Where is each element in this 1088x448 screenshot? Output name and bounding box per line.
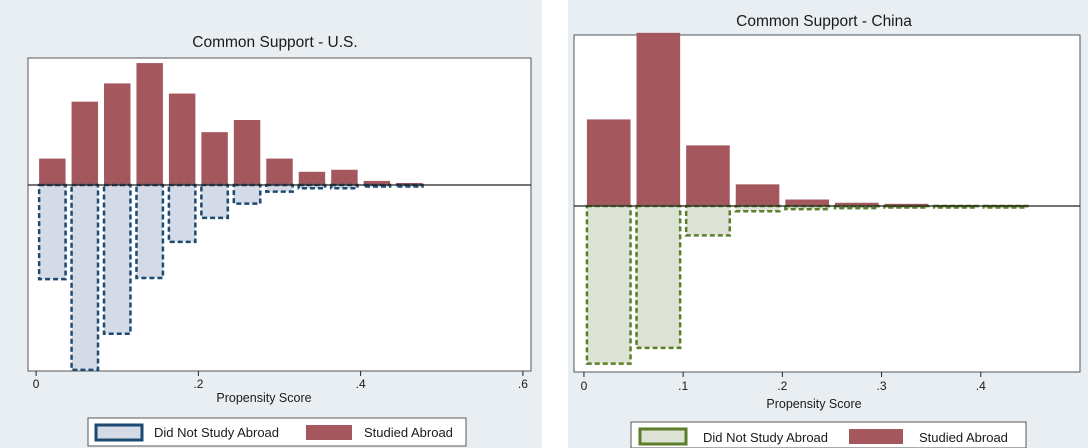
x-ticks-china: 0 .1 .2 .3 .4 (581, 372, 986, 393)
bar-did-not-study-abroad-china (684, 204, 731, 237)
china-chart-svg: Common Support - China 0 .1 .2 .3 .4 Propens… (573, 13, 1081, 448)
bars-china (574, 32, 1080, 365)
bar-did-not-study-abroad-us (265, 183, 294, 193)
legend-box-china (630, 421, 1027, 448)
bar-did-not-study-abroad-us (135, 183, 165, 280)
bar-studied-abroad-us (298, 171, 326, 185)
bar-studied-abroad-us (104, 83, 131, 185)
x-tick-label-china: .4 (976, 379, 986, 393)
bar-studied-abroad-us (396, 182, 423, 185)
x-tick-label-us: 0 (33, 377, 40, 391)
bar-studied-abroad-china (686, 145, 730, 206)
chart-title-us: Common Support - U.S. (192, 34, 357, 51)
bar-studied-abroad-us (233, 119, 261, 185)
bar-did-not-study-abroad-us (394, 183, 424, 188)
x-axis-label-china: Propensity Score (766, 397, 861, 411)
bar-studied-abroad-china (834, 202, 879, 206)
bar-did-not-study-abroad-us (102, 183, 132, 336)
legend-label-did-not-study-us: Did Not Study Abroad (154, 425, 279, 440)
chart-panel-us: Common Support - U.S. 0 .2 .4 .6 Propensity… (0, 0, 542, 448)
chart-title-china: Common Support - China (736, 13, 912, 30)
bar-did-not-study-abroad-china (734, 204, 781, 213)
bar-studied-abroad-us (71, 101, 99, 185)
x-axis-label-us: Propensity Score (216, 391, 311, 405)
bar-studied-abroad-us (39, 158, 66, 185)
legend-label-did-not-study-china: Did Not Study Abroad (703, 430, 828, 445)
us-chart-svg: Common Support - U.S. 0 .2 .4 .6 Propensity… (27, 34, 532, 447)
bar-did-not-study-abroad-china (585, 204, 632, 365)
bar-studied-abroad-us (201, 132, 228, 185)
bar-did-not-study-abroad-us (37, 183, 67, 281)
bar-did-not-study-abroad-us (329, 183, 359, 190)
bar-studied-abroad-us (168, 93, 196, 185)
x-tick-label-china: 0 (581, 379, 588, 393)
legend-label-studied-china: Studied Abroad (919, 430, 1008, 445)
bar-studied-abroad-china (785, 199, 829, 206)
bar-did-not-study-abroad-china (883, 204, 930, 209)
legend-china: Did Not Study Abroad Studied Abroad (630, 421, 1027, 448)
bar-studied-abroad-us (363, 180, 391, 185)
bar-did-not-study-abroad-us (70, 183, 100, 372)
legend-swatch-studied-china (849, 429, 903, 444)
x-tick-label-china: .3 (877, 379, 887, 393)
bar-did-not-study-abroad-us (362, 183, 392, 188)
bar-did-not-study-abroad-china (833, 204, 880, 210)
bar-did-not-study-abroad-us (200, 183, 230, 220)
legend-swatch-did-not-study-china (638, 427, 688, 446)
bar-did-not-study-abroad-china (635, 204, 682, 350)
bar-did-not-study-abroad-us (167, 183, 197, 244)
bar-studied-abroad-us (331, 169, 358, 185)
x-tick-label-us: .6 (518, 377, 528, 391)
legend-swatch-did-not-study-us (94, 423, 144, 442)
legend-box-us (87, 417, 467, 447)
bar-studied-abroad-us (136, 63, 163, 185)
bar-did-not-study-abroad-china (982, 204, 1029, 209)
bar-studied-abroad-china (636, 32, 681, 206)
x-ticks-us: 0 .2 .4 .6 (33, 371, 528, 391)
x-tick-label-china: .1 (678, 379, 688, 393)
bar-did-not-study-abroad-us (232, 183, 262, 205)
legend-label-studied-us: Studied Abroad (364, 425, 453, 440)
legend-swatch-studied-us (306, 425, 352, 440)
bars-us (28, 63, 531, 372)
bar-studied-abroad-china (735, 184, 780, 206)
x-tick-label-us: .2 (193, 377, 203, 391)
bar-did-not-study-abroad-china (932, 204, 980, 209)
x-tick-label-china: .2 (777, 379, 787, 393)
bar-did-not-study-abroad-us (297, 183, 327, 190)
legend-us: Did Not Study Abroad Studied Abroad (87, 417, 467, 447)
bar-studied-abroad-us (266, 158, 293, 185)
x-tick-label-us: .4 (356, 377, 366, 391)
bar-did-not-study-abroad-china (784, 204, 831, 211)
bar-studied-abroad-china (884, 203, 929, 206)
chart-panel-china: Common Support - China 0 .1 .2 .3 .4 Propens… (568, 0, 1088, 448)
bar-studied-abroad-china (586, 119, 631, 206)
